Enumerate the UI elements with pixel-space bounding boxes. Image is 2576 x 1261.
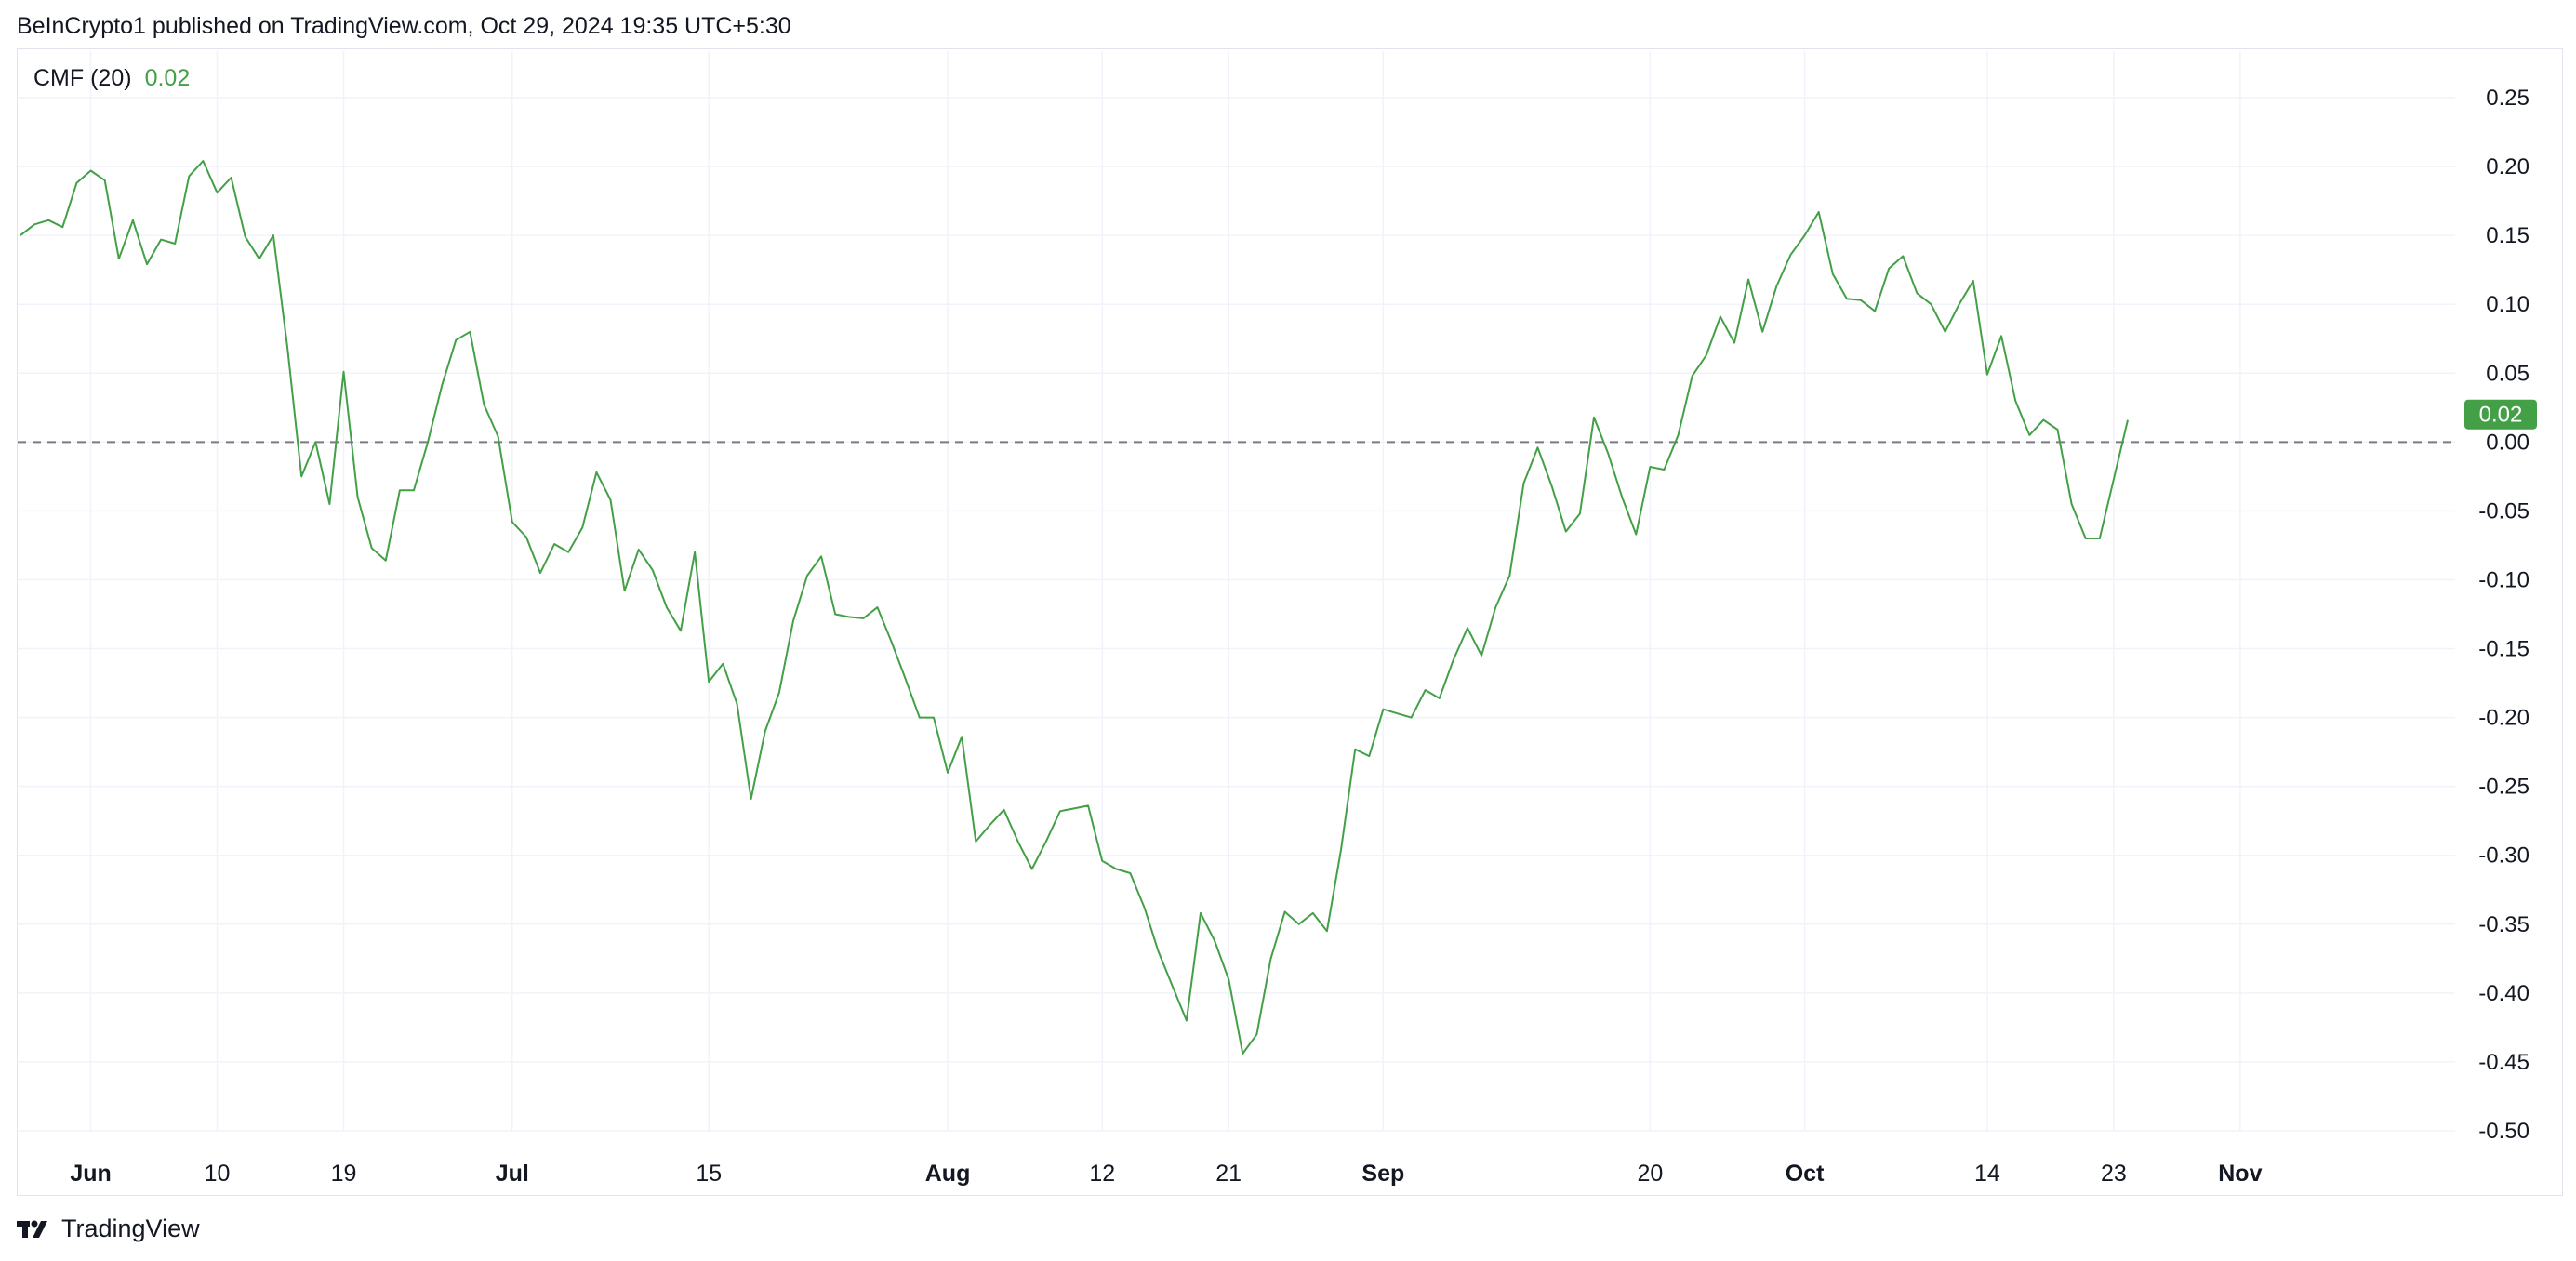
- tradingview-brand[interactable]: TradingView: [17, 1215, 200, 1243]
- y-tick-label: 0.20: [2486, 154, 2530, 179]
- y-tick-label: -0.45: [2478, 1050, 2530, 1075]
- publish-info: BeInCrypto1 published on TradingView.com…: [17, 13, 791, 39]
- y-tick-label: -0.40: [2478, 981, 2530, 1006]
- x-tick-label: 20: [1637, 1161, 1663, 1187]
- y-tick-label: -0.35: [2478, 912, 2530, 937]
- x-tick-label: Nov: [2218, 1161, 2262, 1187]
- y-tick-label: 0.05: [2486, 361, 2530, 386]
- indicator-value: 0.02: [144, 65, 191, 91]
- y-tick-label: -0.50: [2478, 1119, 2530, 1144]
- y-tick-label: -0.25: [2478, 775, 2530, 800]
- x-tick-label: 23: [2101, 1161, 2127, 1187]
- y-axis: 0.25 0.20 0.15 0.10 0.05 0.00 -0.05 -0.10 -0.15 -…: [2478, 86, 2530, 1144]
- y-tick-label: 0.25: [2486, 86, 2530, 111]
- x-tick-label: 12: [1089, 1161, 1115, 1187]
- grid: [18, 51, 2455, 1132]
- last-value-badge-layer: 0.02: [2464, 399, 2537, 430]
- x-tick-label: Jul: [496, 1161, 529, 1187]
- x-tick-label: Aug: [925, 1161, 971, 1187]
- x-tick-label: Jun: [70, 1161, 111, 1187]
- x-tick-label: 21: [1215, 1161, 1242, 1187]
- x-tick-label: 14: [1974, 1161, 2000, 1187]
- x-tick-label: 19: [331, 1161, 357, 1187]
- y-tick-label: -0.10: [2478, 567, 2530, 592]
- tradingview-logo-icon: [17, 1220, 47, 1238]
- brand-name: TradingView: [61, 1215, 200, 1242]
- x-tick-label: Sep: [1361, 1161, 1404, 1187]
- x-tick-label: Oct: [1786, 1161, 1825, 1187]
- series-layer: [20, 160, 2129, 1055]
- indicator-legend[interactable]: CMF (20) 0.02: [33, 65, 190, 92]
- y-tick-label: 0.00: [2486, 430, 2530, 455]
- y-tick-label: -0.20: [2478, 706, 2530, 731]
- y-tick-label: -0.15: [2478, 637, 2530, 662]
- chart-pane: [17, 48, 2563, 1196]
- x-tick-label: 15: [696, 1161, 722, 1187]
- x-axis: Jun 10 19 Jul 15 Aug 12 21 Sep 20 Oct 14 23 Nov: [70, 1161, 2262, 1187]
- indicator-name: CMF (20): [33, 65, 132, 91]
- last-value-label: 0.02: [2479, 403, 2523, 428]
- last-value-badge: [2464, 399, 2537, 430]
- y-tick-label: -0.05: [2478, 498, 2530, 524]
- y-tick-label: 0.10: [2486, 292, 2530, 317]
- x-tick-label: 10: [205, 1161, 231, 1187]
- cmf-series-line: [20, 160, 2129, 1055]
- y-tick-label: -0.30: [2478, 843, 2530, 869]
- y-tick-label: 0.15: [2486, 223, 2530, 248]
